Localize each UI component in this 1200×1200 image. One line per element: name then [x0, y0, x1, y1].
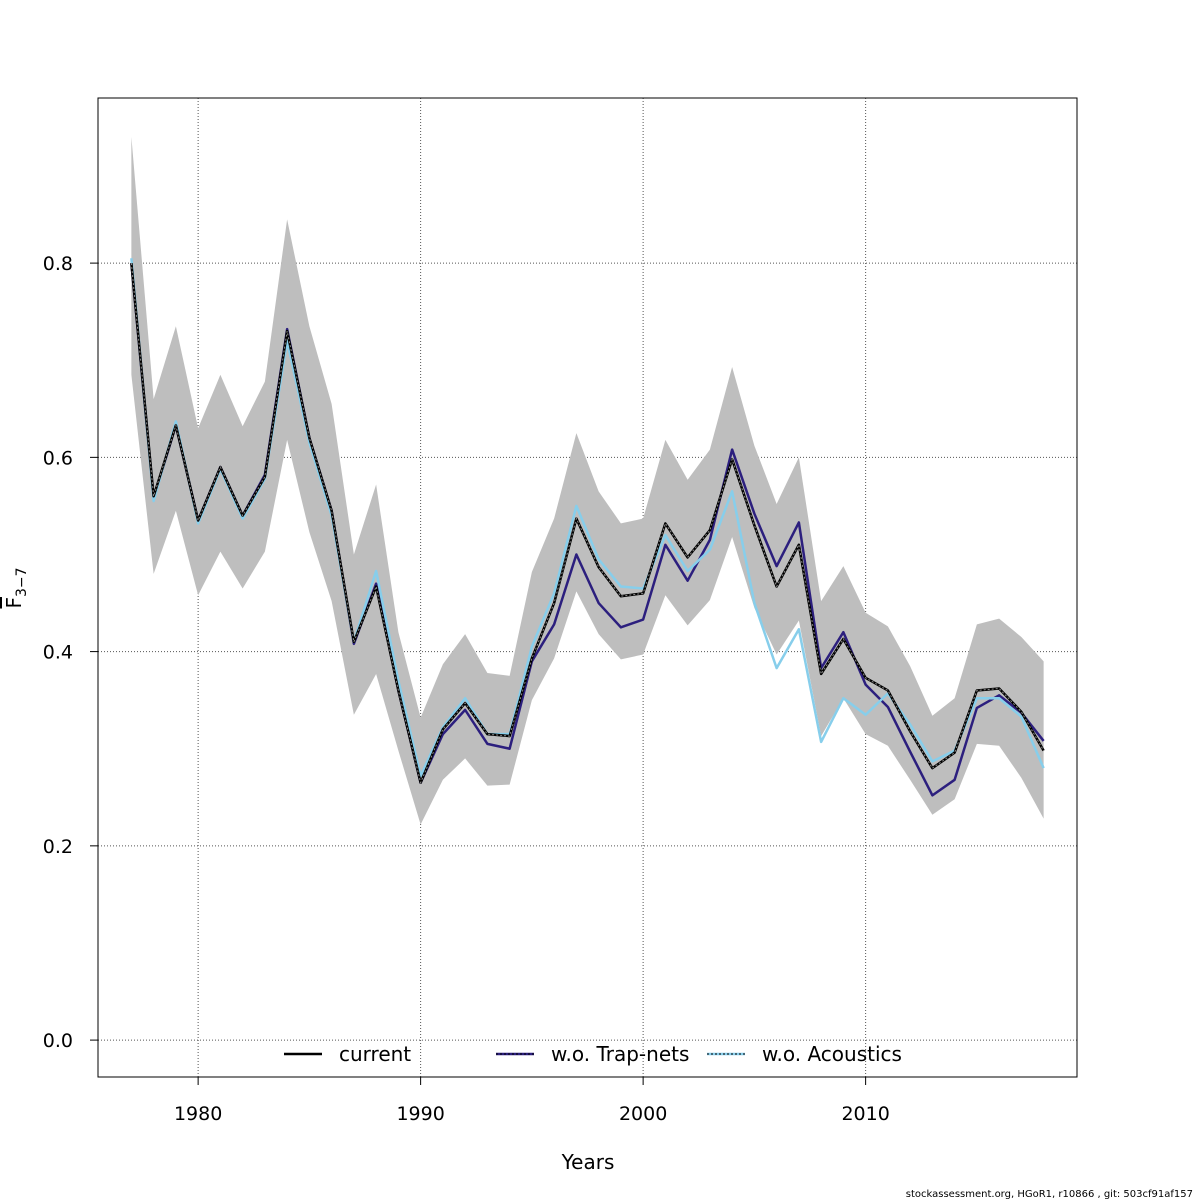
y-tick-label: 0.4 [43, 642, 73, 664]
legend-label: w.o. Trap-nets [551, 1042, 689, 1066]
x-axis-title: Years [561, 1150, 615, 1174]
legend: current w.o. Trap-nets w.o. Acoustics [284, 1042, 902, 1066]
y-tick-label: 0.0 [43, 1030, 73, 1052]
y-tick-label: 0.8 [43, 253, 73, 275]
y-tick-label: 0.6 [43, 447, 73, 469]
series-line-current-dots [130, 263, 1045, 785]
footer-text: stockassessment.org, HGoR1, r10866 , git… [906, 1189, 1193, 1200]
y-tick-label: 0.2 [43, 836, 73, 858]
x-tick-label: 2000 [619, 1103, 667, 1125]
svg-text:F3−7: F3−7 [2, 567, 30, 608]
x-tick-label: 2010 [841, 1103, 889, 1125]
x-axis: 1980 1990 2000 2010 [174, 1077, 890, 1125]
confidence-band [131, 136, 1044, 825]
x-tick-label: 1990 [396, 1103, 444, 1125]
y-axis-title-main: F [2, 597, 26, 609]
x-tick-label: 1980 [174, 1103, 222, 1125]
legend-label: w.o. Acoustics [762, 1042, 902, 1066]
y-axis-title-sub: 3−7 [14, 567, 30, 597]
plot-frame [97, 97, 1078, 1078]
series-lines [130, 258, 1045, 797]
confidence-band-area [131, 136, 1044, 825]
legend-label: current [339, 1042, 411, 1066]
y-axis: 0.0 0.2 0.4 0.6 0.8 [43, 253, 98, 1052]
y-axis-title: F3−7 [2, 567, 30, 608]
